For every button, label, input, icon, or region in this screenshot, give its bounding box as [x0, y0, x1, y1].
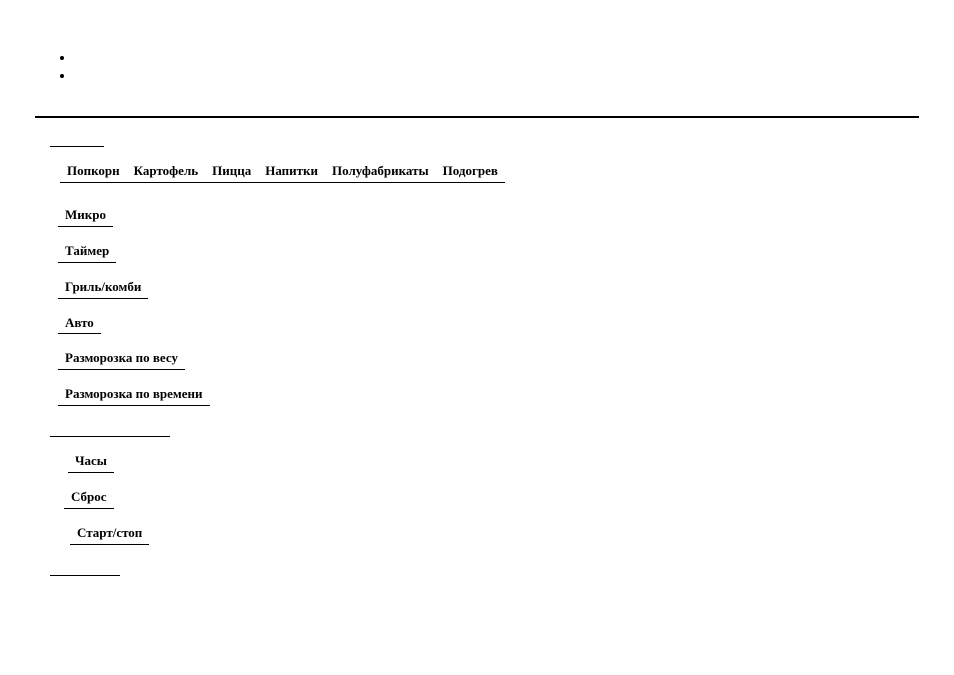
section1-rule: [50, 146, 104, 147]
document-page: ПопкорнКартофельПиццаНапиткиПолуфабрикат…: [0, 0, 954, 675]
label-defrost-time: Разморозка по времени: [58, 386, 210, 406]
label-auto: Авто: [58, 315, 101, 335]
row-grill-combi: Гриль/комби: [58, 279, 919, 299]
main-divider: [35, 116, 919, 118]
row-auto: Авто: [58, 315, 919, 335]
menu-item-reheat: Подогрев: [436, 163, 505, 183]
menu-item-drinks: Напитки: [258, 163, 325, 183]
menu-item-pizza: Пицца: [205, 163, 258, 183]
row-defrost-time: Разморозка по времени: [58, 386, 919, 406]
menu-item-popcorn: Попкорн: [60, 163, 127, 183]
label-timer: Таймер: [58, 243, 116, 263]
label-micro: Микро: [58, 207, 113, 227]
row-timer: Таймер: [58, 243, 919, 263]
bullet-item-2: [75, 68, 919, 86]
divider-wrap: [35, 116, 919, 118]
label-reset: Сброс: [64, 489, 114, 509]
row-defrost-weight: Разморозка по весу: [58, 350, 919, 370]
label-defrost-weight: Разморозка по весу: [58, 350, 185, 370]
panel-menu-row: ПопкорнКартофельПиццаНапиткиПолуфабрикат…: [60, 163, 919, 183]
top-bullet-list: [55, 50, 919, 86]
row-start-stop: Старт/стоп: [70, 525, 919, 545]
section3-rule: [50, 575, 120, 576]
label-grill-combi: Гриль/комби: [58, 279, 148, 299]
label-clock: Часы: [68, 453, 114, 473]
label-start-stop: Старт/стоп: [70, 525, 149, 545]
row-micro: Микро: [58, 207, 919, 227]
bullet-item-1: [75, 50, 919, 68]
content-block: ПопкорнКартофельПиццаНапиткиПолуфабрикат…: [35, 146, 919, 576]
row-reset: Сброс: [64, 489, 919, 509]
menu-item-potato: Картофель: [127, 163, 205, 183]
section2-rule: [50, 436, 170, 437]
top-spacer: [35, 20, 919, 50]
menu-item-semifinished: Полуфабрикаты: [325, 163, 436, 183]
row-clock: Часы: [68, 453, 919, 473]
